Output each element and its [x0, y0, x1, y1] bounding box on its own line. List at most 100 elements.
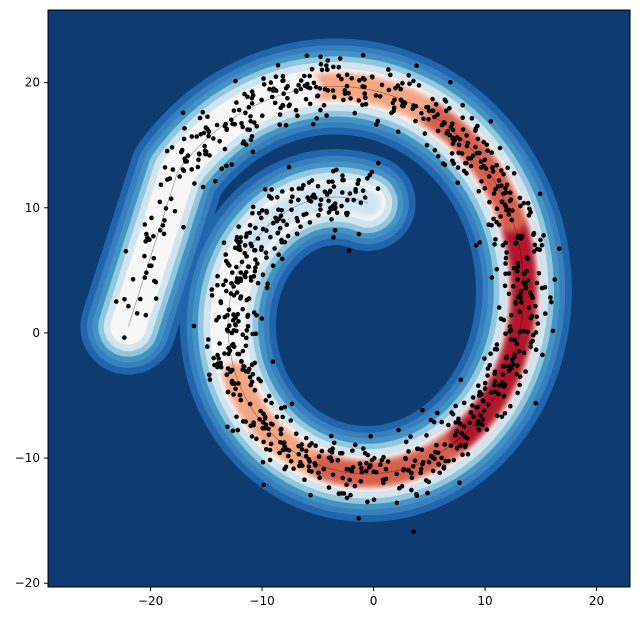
scatter-point	[344, 72, 350, 77]
scatter-point	[281, 218, 286, 224]
scatter-point	[268, 80, 274, 85]
scatter-point	[285, 233, 291, 239]
scatter-point	[448, 80, 453, 85]
scatter-point	[432, 147, 438, 153]
scatter-point	[234, 234, 240, 240]
scatter-point	[234, 279, 239, 285]
scatter-point	[318, 202, 323, 208]
scatter-point	[126, 303, 131, 309]
y-axis: −20 −10 0 10 20	[15, 76, 48, 590]
scatter-point	[473, 144, 478, 150]
scatter-point	[277, 122, 283, 128]
scatter-point	[497, 145, 503, 151]
scatter-point	[549, 299, 554, 305]
scatter-point	[260, 113, 265, 118]
scatter-point	[299, 186, 305, 191]
scatter-point	[240, 306, 245, 312]
scatter-point	[182, 126, 187, 131]
scatter-point	[162, 218, 167, 223]
scatter-point	[205, 344, 210, 349]
scatter-point	[254, 313, 259, 318]
scatter-point	[386, 67, 391, 72]
scatter-point	[298, 86, 304, 92]
scatter-point	[253, 225, 258, 231]
scatter-point	[144, 270, 149, 276]
scatter-point	[163, 206, 169, 211]
scatter-point	[421, 116, 426, 122]
scatter-point	[267, 447, 273, 453]
scatter-point	[272, 100, 278, 106]
scatter-point	[335, 458, 341, 463]
scatter-point	[264, 447, 269, 452]
scatter-point	[317, 475, 322, 481]
scatter-point	[261, 482, 267, 488]
scatter-point	[436, 462, 442, 467]
scatter-point	[426, 459, 432, 465]
scatter-point	[389, 110, 394, 116]
scatter-point	[254, 261, 260, 266]
scatter-point	[235, 427, 241, 433]
scatter-point	[378, 462, 383, 468]
scatter-point	[244, 335, 249, 341]
scatter-point	[331, 64, 336, 70]
scatter-point	[215, 352, 220, 358]
scatter-point	[268, 421, 274, 427]
scatter-point	[219, 166, 224, 172]
scatter-point	[248, 137, 254, 143]
scatter-point	[524, 255, 530, 261]
scatter-point	[144, 231, 149, 237]
scatter-point	[513, 241, 518, 246]
scatter-point	[513, 299, 518, 305]
scatter-point	[347, 191, 353, 196]
scatter-point	[303, 96, 309, 102]
scatter-point	[442, 120, 447, 126]
scatter-point	[242, 91, 247, 97]
scatter-point	[478, 413, 483, 418]
scatter-point	[470, 403, 475, 408]
scatter-point	[496, 222, 502, 228]
scatter-point	[276, 252, 282, 257]
scatter-point	[486, 174, 492, 179]
scatter-point	[295, 231, 300, 237]
scatter-point	[362, 195, 368, 200]
scatter-point	[516, 349, 522, 354]
scatter-point	[153, 296, 159, 301]
scatter-point	[123, 249, 129, 254]
scatter-point	[508, 197, 514, 202]
scatter-point	[353, 189, 359, 194]
scatter-point	[515, 264, 521, 269]
scatter-point	[521, 350, 527, 356]
scatter-point	[296, 443, 301, 449]
scatter-point	[485, 148, 490, 153]
scatter-point	[350, 448, 355, 454]
scatter-point	[426, 108, 432, 113]
scatter-point	[468, 410, 474, 415]
scatter-point	[529, 313, 535, 319]
scatter-point	[310, 122, 316, 127]
scatter-point	[379, 82, 385, 88]
scatter-point	[476, 383, 481, 389]
scatter-point	[495, 184, 501, 189]
scatter-point	[245, 314, 250, 319]
scatter-point	[501, 172, 506, 177]
scatter-point	[477, 150, 482, 156]
scatter-point	[291, 466, 296, 472]
scatter-point	[435, 112, 440, 117]
scatter-point	[401, 466, 406, 472]
scatter-point	[482, 380, 488, 386]
scatter-point	[373, 93, 379, 98]
scatter-point	[177, 174, 182, 179]
scatter-point	[344, 83, 350, 89]
scatter-point	[381, 454, 386, 460]
scatter-point	[371, 497, 377, 503]
scatter-point	[215, 282, 220, 288]
scatter-point	[228, 369, 233, 375]
scatter-point	[324, 113, 329, 118]
scatter-point	[505, 165, 511, 171]
scatter-point	[543, 311, 548, 316]
scatter-point	[331, 94, 337, 100]
scatter-point	[489, 275, 495, 280]
scatter-point	[341, 97, 346, 103]
scatter-point	[239, 259, 245, 265]
scatter-point	[246, 104, 252, 110]
